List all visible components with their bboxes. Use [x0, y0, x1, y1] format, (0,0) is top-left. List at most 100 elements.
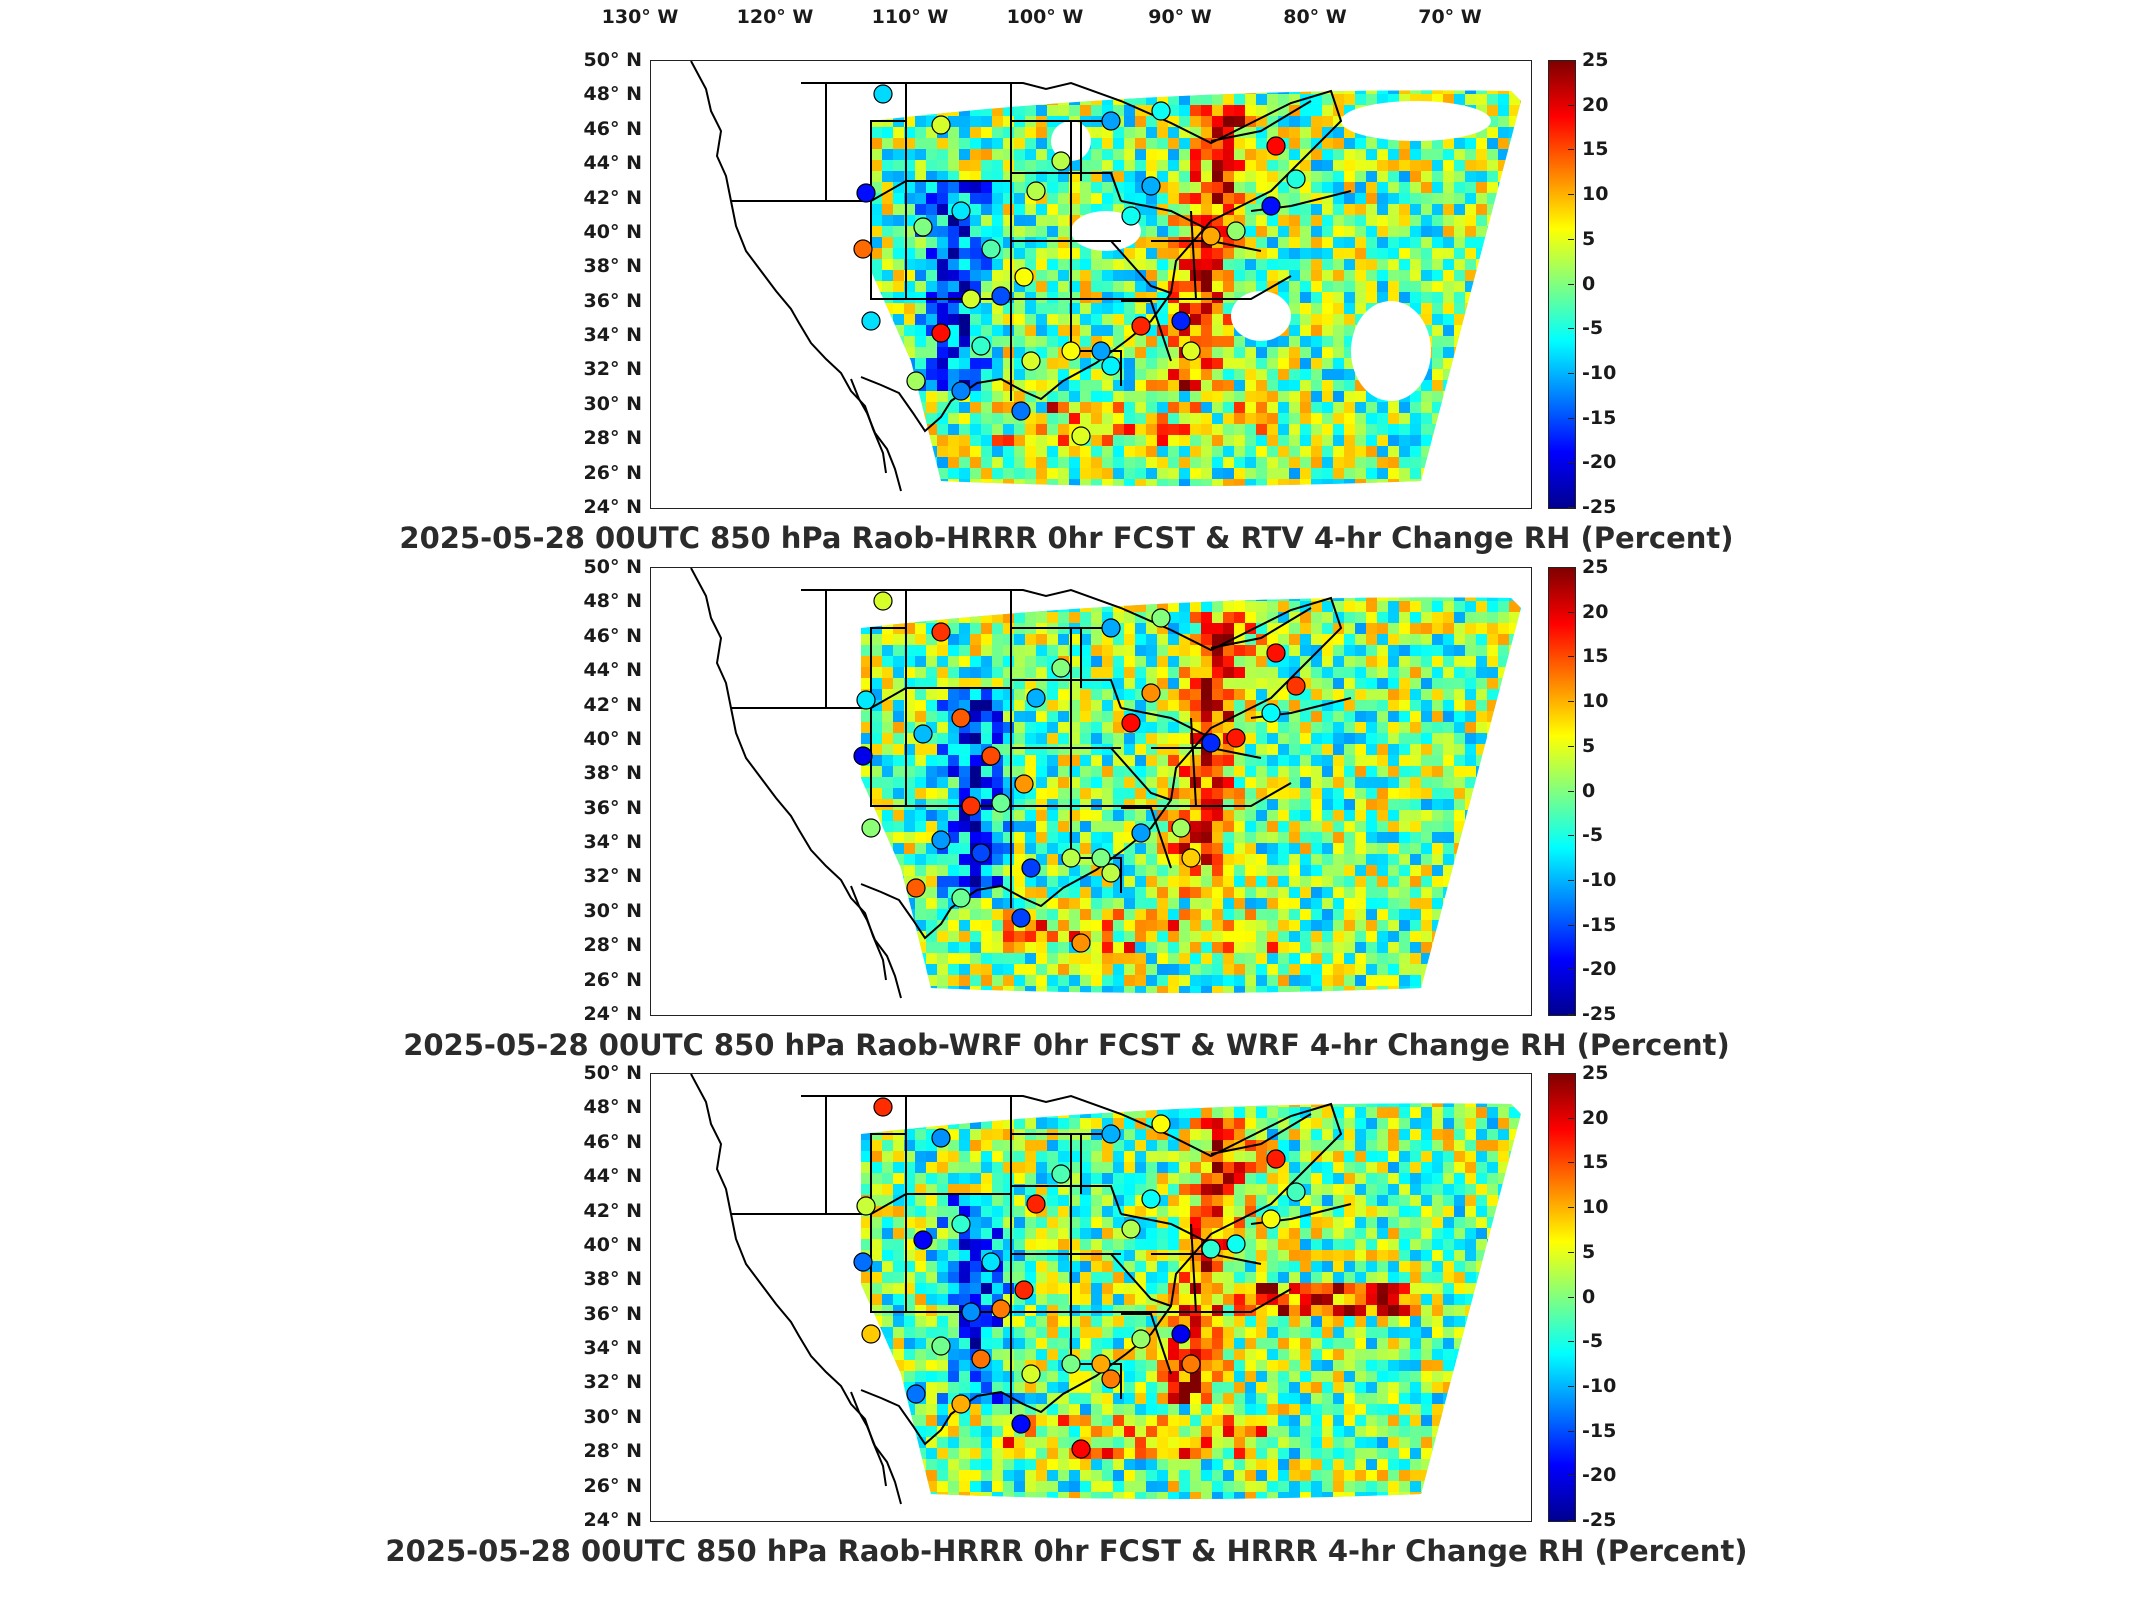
map-canvas [690, 61, 1521, 492]
lat-label: 38° N [583, 1268, 642, 1291]
raob-station-marker [1101, 356, 1121, 376]
raob-station-marker [1014, 267, 1034, 287]
rh-change-field [861, 597, 1521, 993]
lat-label: 48° N [583, 1096, 642, 1119]
raob-station-marker [1171, 818, 1191, 838]
map-canvas [690, 568, 1521, 999]
colorbar-tick-label: 25 [1582, 49, 1609, 71]
lat-label: 42° N [583, 1199, 642, 1222]
raob-station-marker [1131, 1329, 1151, 1349]
colorbar-tick-mark [1568, 60, 1574, 61]
raob-station-marker [853, 1252, 873, 1272]
colorbar-tick-label: -25 [1582, 1509, 1617, 1531]
lat-label: 24° N [583, 1003, 642, 1025]
lon-label: 90° W [1148, 6, 1212, 28]
raob-station-marker [1261, 196, 1281, 216]
raob-station-marker [971, 843, 991, 863]
map-canvas [690, 1074, 1521, 1505]
raob-station-marker [991, 286, 1011, 306]
raob-station-marker [856, 690, 876, 710]
colorbar-tick-mark [1568, 1430, 1574, 1432]
raob-station-marker [931, 1336, 951, 1356]
lat-label: 46° N [583, 624, 642, 647]
lon-label: 110° W [871, 6, 949, 28]
raob-station-marker [1201, 1239, 1221, 1259]
colorbar-tick-mark [1568, 611, 1574, 613]
raob-station-marker [1141, 176, 1161, 196]
colorbar-tick-label: -20 [1582, 451, 1617, 474]
raob-station-marker [1261, 703, 1281, 723]
raob-station-marker [991, 793, 1011, 813]
colorbar-tick-label: -25 [1582, 1003, 1617, 1025]
lat-label: 40° N [583, 727, 642, 750]
panel-title-rtv: 2025-05-28 00UTC 850 hPa Raob-HRRR 0hr F… [399, 521, 1734, 555]
colorbar-wrf [1548, 567, 1576, 1016]
colorbar-tick-label: -10 [1582, 361, 1617, 384]
raob-station-marker [1091, 848, 1111, 868]
raob-station-marker [1131, 316, 1151, 336]
lat-label: 34° N [583, 831, 642, 854]
colorbar-tick-label: 25 [1582, 556, 1609, 578]
raob-station-marker [971, 336, 991, 356]
raob-station-marker [931, 830, 951, 850]
raob-station-marker [991, 1299, 1011, 1319]
colorbar-tick-mark [1568, 1385, 1574, 1387]
raob-station-marker [873, 1097, 893, 1117]
raob-station-marker [1061, 341, 1081, 361]
lat-label: 48° N [583, 83, 642, 106]
lon-label: 130° W [601, 6, 679, 28]
lat-label: 30° N [583, 899, 642, 922]
raob-station-marker [873, 591, 893, 611]
raob-station-marker [951, 1394, 971, 1414]
colorbar-tick-label: 15 [1582, 138, 1609, 161]
raob-station-marker [961, 1302, 981, 1322]
rh-change-field [871, 90, 1521, 486]
raob-station-marker [1021, 351, 1041, 371]
raob-station-marker [951, 381, 971, 401]
colorbar-tick-mark [1568, 567, 1574, 568]
lat-label: 40° N [583, 220, 642, 243]
raob-station-marker [873, 84, 893, 104]
colorbar-tick-label: -5 [1582, 317, 1604, 340]
lat-label: 30° N [583, 1405, 642, 1428]
map-rtv [650, 60, 1532, 509]
colorbar-tick-mark [1568, 1251, 1574, 1253]
raob-station-marker [853, 746, 873, 766]
raob-station-marker [1171, 311, 1191, 331]
raob-station-marker [1051, 151, 1071, 171]
lon-label: 80° W [1283, 6, 1347, 28]
raob-stations [853, 1097, 1306, 1459]
raob-stations [853, 84, 1306, 446]
lon-label: 70° W [1418, 6, 1482, 28]
lat-label: 46° N [583, 117, 642, 140]
raob-station-marker [906, 878, 926, 898]
lat-label: 42° N [583, 693, 642, 716]
colorbar-tick-label: -10 [1582, 868, 1617, 891]
colorbar-rtv [1548, 60, 1576, 509]
colorbar-tick-label: 5 [1582, 227, 1596, 250]
raob-station-marker [1101, 1369, 1121, 1389]
lat-label: 28° N [583, 934, 642, 957]
colorbar-tick-label: 20 [1582, 1106, 1609, 1129]
colorbar-tick-label: -15 [1582, 1419, 1617, 1442]
raob-station-marker [1051, 658, 1071, 678]
raob-station-marker [931, 1128, 951, 1148]
lat-label: 32° N [583, 1371, 642, 1394]
raob-station-marker [961, 796, 981, 816]
raob-station-marker [861, 1324, 881, 1344]
lat-label: 46° N [583, 1130, 642, 1153]
colorbar-tick-label: -5 [1582, 824, 1604, 847]
colorbar-tick-label: -15 [1582, 406, 1617, 429]
raob-station-marker [1014, 1280, 1034, 1300]
lat-label: 34° N [583, 324, 642, 347]
raob-station-marker [1141, 683, 1161, 703]
raob-station-marker [971, 1349, 991, 1369]
lat-label: 38° N [583, 255, 642, 278]
colorbar-tick-mark [1568, 1520, 1574, 1521]
raob-station-marker [1051, 1164, 1071, 1184]
colorbar-tick-label: 10 [1582, 690, 1609, 713]
raob-station-marker [1181, 341, 1201, 361]
raob-station-marker [1151, 101, 1171, 121]
raob-station-marker [1021, 858, 1041, 878]
raob-station-marker [1226, 728, 1246, 748]
